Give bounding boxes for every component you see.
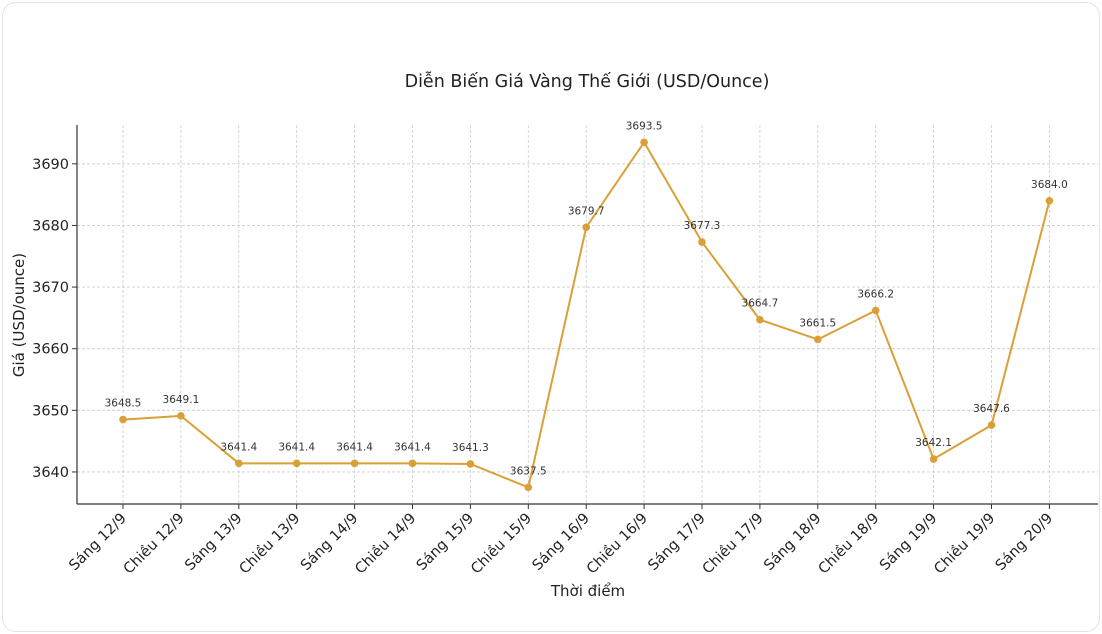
data-label: 3649.1 bbox=[163, 394, 200, 406]
data-point bbox=[640, 138, 648, 147]
data-point bbox=[871, 306, 880, 315]
data-point bbox=[814, 335, 822, 344]
x-tick-label: Chiều 18/9 bbox=[815, 510, 883, 578]
chart-title: Diễn Biến Giá Vàng Thế Giới (USD/Ounce) bbox=[405, 71, 770, 92]
x-tick-label: Sáng 14/9 bbox=[298, 511, 361, 574]
x-axis-title: Thời điểm bbox=[550, 582, 625, 600]
series-layer bbox=[119, 138, 1054, 492]
y-tick-label: 3670 bbox=[32, 280, 69, 296]
data-label: 3693.5 bbox=[626, 120, 663, 132]
data-point bbox=[987, 421, 996, 429]
x-tick-label: Chiều 12/9 bbox=[120, 510, 188, 578]
x-tick-label: Sáng 20/9 bbox=[993, 511, 1056, 574]
x-tick-label: Sáng 18/9 bbox=[761, 511, 824, 574]
data-label: 3642.1 bbox=[915, 437, 952, 449]
data-point bbox=[408, 459, 417, 468]
data-label: 3637.5 bbox=[510, 465, 547, 477]
data-point bbox=[756, 315, 764, 324]
data-label: 3647.6 bbox=[973, 403, 1010, 415]
x-tick-label: Sáng 19/9 bbox=[877, 511, 940, 574]
x-tick-label: Sáng 15/9 bbox=[414, 511, 477, 574]
data-point bbox=[582, 223, 590, 232]
y-tick-label: 3690 bbox=[32, 157, 69, 173]
y-tick-label: 3640 bbox=[32, 465, 69, 481]
data-point bbox=[466, 460, 475, 468]
data-label: 3664.7 bbox=[742, 298, 779, 310]
data-label: 3641.4 bbox=[220, 441, 257, 453]
x-tick-label: Sáng 16/9 bbox=[530, 511, 593, 574]
data-label: 3677.3 bbox=[684, 220, 721, 232]
x-tick-label: Chiều 16/9 bbox=[583, 510, 651, 578]
data-label: 3641.4 bbox=[336, 441, 373, 453]
x-tick-label: Sáng 12/9 bbox=[66, 511, 129, 574]
data-point bbox=[292, 459, 301, 468]
x-tick-label: Chiều 15/9 bbox=[468, 510, 536, 578]
data-label: 3641.3 bbox=[452, 442, 489, 454]
data-label: 3684.0 bbox=[1031, 179, 1068, 191]
data-point bbox=[524, 483, 533, 492]
data-point bbox=[929, 455, 938, 463]
data-label: 3641.4 bbox=[278, 441, 315, 453]
data-point bbox=[119, 415, 127, 424]
data-label: 3641.4 bbox=[394, 441, 431, 453]
data-point bbox=[177, 412, 185, 420]
grid bbox=[77, 125, 1098, 504]
data-label: 3661.5 bbox=[799, 317, 836, 329]
x-tick-label: Sáng 13/9 bbox=[182, 511, 245, 574]
data-label: 3648.5 bbox=[105, 398, 142, 410]
data-point bbox=[698, 238, 706, 246]
y-tick-label: 3680 bbox=[32, 218, 69, 234]
data-label: 3666.2 bbox=[857, 288, 894, 300]
data-point bbox=[350, 459, 359, 468]
data-labels: 3648.5 3649.1 3641.4 3641.4 3641.4 3641.4 3641… bbox=[105, 120, 1068, 477]
x-tick-label: Chiều 14/9 bbox=[352, 510, 420, 578]
y-axis-title: Giá (USD/ounce) bbox=[10, 253, 28, 377]
x-tick-label: Chiều 19/9 bbox=[931, 510, 999, 578]
x-tick-label: Chiều 13/9 bbox=[236, 510, 304, 578]
x-tick-label: Chiều 17/9 bbox=[699, 510, 767, 578]
x-tick-label: Sáng 17/9 bbox=[645, 511, 708, 574]
y-tick-label: 3650 bbox=[32, 403, 69, 419]
data-point bbox=[235, 459, 243, 468]
data-label: 3679.7 bbox=[568, 205, 605, 217]
y-tick-label: 3660 bbox=[32, 342, 69, 358]
data-point bbox=[1045, 197, 1054, 205]
